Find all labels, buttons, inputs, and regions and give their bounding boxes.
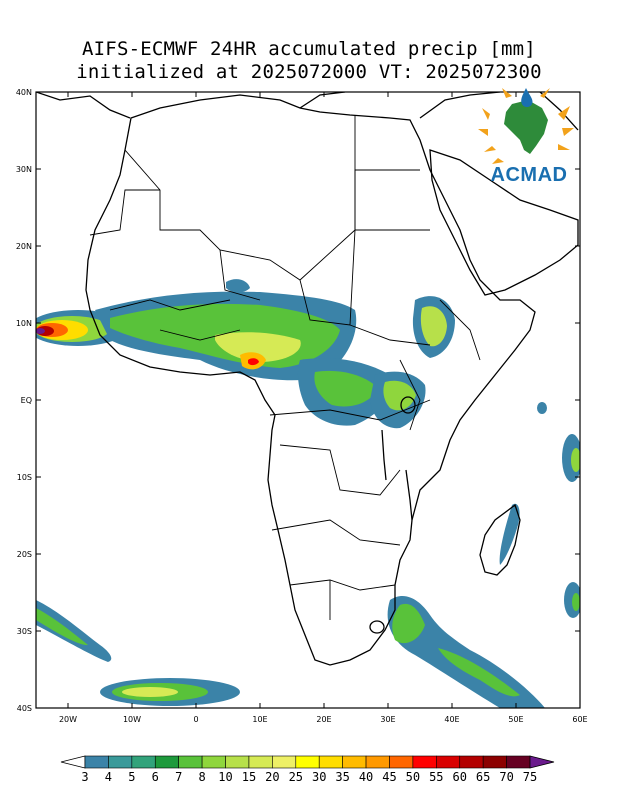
- colorbar-bin: [436, 755, 461, 769]
- colorbar-bin: [154, 755, 179, 769]
- colorbar-label: 75: [523, 770, 537, 784]
- africa-sun-logo-icon: [478, 88, 574, 164]
- chart-title-line1: AIFS-ECMWF 24HR accumulated precip [mm]: [82, 38, 536, 60]
- colorbar-bin: [482, 755, 507, 769]
- lon-label: 10W: [123, 715, 141, 724]
- lat-label: 40N: [16, 88, 32, 97]
- colorbar-bin: [248, 755, 273, 769]
- colorbar-label: 7: [175, 770, 182, 784]
- colorbar-bin: [342, 755, 367, 769]
- precip-shading: [36, 279, 580, 708]
- colorbar-bin: [131, 755, 156, 769]
- chart-title-line2: initialized at 2025072000 VT: 2025072300: [76, 61, 542, 83]
- lon-label: 50E: [508, 715, 523, 724]
- colorbar-label: 60: [453, 770, 467, 784]
- colorbar-label: 40: [359, 770, 373, 784]
- colorbar-bin: [295, 755, 320, 769]
- lat-label: 10N: [16, 319, 32, 328]
- colorbar-bin: [84, 755, 109, 769]
- colorbar-bin: [318, 755, 343, 769]
- colorbar-bin: [459, 755, 484, 769]
- lat-label: 20N: [16, 242, 32, 251]
- colorbar-label: 20: [265, 770, 279, 784]
- lat-label: 30S: [17, 627, 32, 636]
- colorbar-label: 55: [429, 770, 443, 784]
- colorbar-label: 8: [198, 770, 205, 784]
- colorbar-label: 4: [105, 770, 112, 784]
- lon-axis: 20W 10W 0 10E 20E 30E 40E 50E 60E: [59, 92, 588, 724]
- coastlines: [36, 92, 579, 666]
- acmad-logo-text: ACMAD: [490, 164, 568, 186]
- lat-label: 40S: [17, 704, 32, 713]
- lat-label: 30N: [16, 165, 32, 174]
- colorbar: 3 4 5 6 7 8 10 15 20 25 30 35 40 45 50 55 60 65 70 75: [60, 755, 555, 784]
- colorbar-label: 30: [312, 770, 326, 784]
- colorbar-label: 50: [406, 770, 420, 784]
- colorbar-arrow-high: [529, 755, 555, 769]
- colorbar-bin: [365, 755, 390, 769]
- colorbar-label: 35: [335, 770, 349, 784]
- colorbar-arrow-low: [60, 755, 86, 769]
- lon-label: 0: [193, 715, 198, 724]
- lat-label: EQ: [21, 396, 32, 405]
- colorbar-label: 10: [218, 770, 232, 784]
- lat-label: 20S: [17, 550, 32, 559]
- colorbar-bin: [506, 755, 531, 769]
- colorbar-bin: [108, 755, 133, 769]
- colorbar-bin: [272, 755, 297, 769]
- colorbar-label: 25: [289, 770, 303, 784]
- lakes: [369, 396, 416, 634]
- colorbar-bin: [201, 755, 226, 769]
- colorbar-label: 15: [242, 770, 256, 784]
- lon-label: 40E: [444, 715, 459, 724]
- acmad-logo: [478, 88, 574, 164]
- colorbar-label: 6: [152, 770, 159, 784]
- lon-label: 20E: [316, 715, 331, 724]
- colorbar-label: 3: [81, 770, 88, 784]
- lon-label: 20W: [59, 715, 77, 724]
- lon-label: 30E: [380, 715, 395, 724]
- colorbar-bin: [225, 755, 250, 769]
- colorbar-label: 45: [382, 770, 396, 784]
- lon-label: 10E: [252, 715, 267, 724]
- colorbar-bin: [412, 755, 437, 769]
- colorbar-bin: [389, 755, 414, 769]
- country-borders: [89, 115, 481, 620]
- colorbar-label: 5: [128, 770, 135, 784]
- colorbar-label: 65: [476, 770, 490, 784]
- lat-axis: 40N 30N 20N 10N EQ 10S 20S 30S 40S: [16, 88, 580, 713]
- lat-label: 10S: [17, 473, 32, 482]
- colorbar-bin: [178, 755, 203, 769]
- lon-label: 60E: [572, 715, 587, 724]
- colorbar-label: 70: [499, 770, 513, 784]
